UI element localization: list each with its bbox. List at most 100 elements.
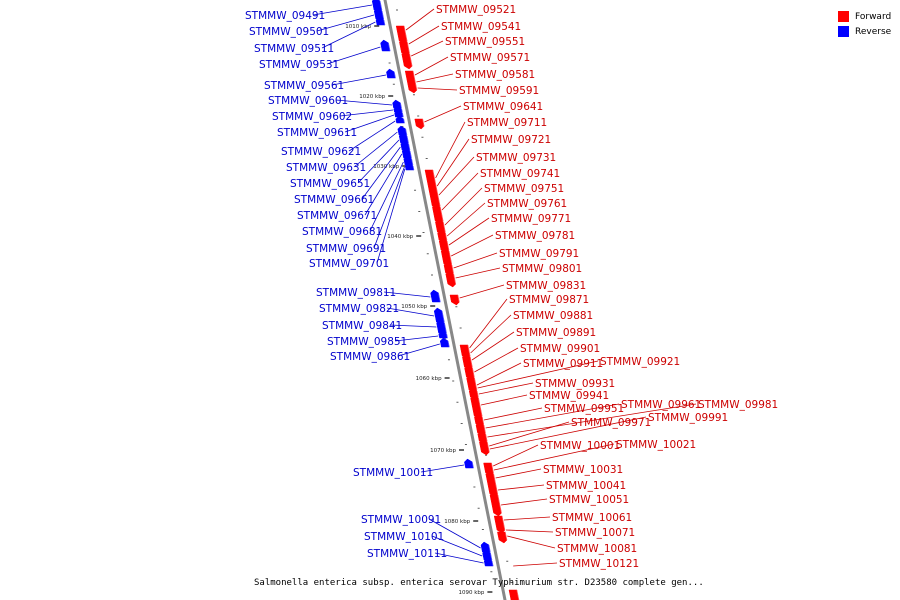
label-leader-line: [477, 360, 599, 389]
gene-label[interactable]: STMMW_09821: [319, 303, 399, 315]
gene-label[interactable]: STMMW_10091: [361, 514, 441, 526]
gene-label[interactable]: STMMW_09931: [535, 378, 615, 390]
gene-label[interactable]: STMMW_09551: [445, 36, 525, 48]
gene-label[interactable]: STMMW_09861: [330, 351, 410, 363]
gene-label[interactable]: STMMW_09621: [281, 146, 361, 158]
gene-label[interactable]: STMMW_09501: [249, 26, 329, 38]
gene-label[interactable]: STMMW_09901: [520, 343, 600, 355]
gene-label[interactable]: STMMW_09831: [506, 280, 586, 292]
gene-label[interactable]: STMMW_09691: [306, 243, 386, 255]
label-leader-line: [478, 382, 534, 395]
gene-label[interactable]: STMMW_10071: [555, 527, 635, 539]
gene-highlight: [490, 552, 493, 561]
reverse-gene[interactable]: [464, 458, 474, 469]
gene-label[interactable]: STMMW_09602: [272, 111, 352, 123]
gene-label[interactable]: STMMW_09541: [441, 21, 521, 33]
gene-label[interactable]: STMMW_10051: [549, 494, 629, 506]
gene-label[interactable]: STMMW_09491: [245, 10, 325, 22]
gene-label[interactable]: STMMW_09921: [600, 356, 680, 368]
gene-label[interactable]: STMMW_09681: [302, 226, 382, 238]
gene-label[interactable]: STMMW_09911: [523, 358, 603, 370]
gene-label[interactable]: STMMW_09961: [621, 399, 701, 411]
gene-label[interactable]: STMMW_09881: [513, 310, 593, 322]
gene-label[interactable]: STMMW_10111: [367, 548, 447, 560]
gene-label[interactable]: STMMW_10011: [353, 467, 433, 479]
reverse-gene[interactable]: [386, 68, 396, 79]
gene-label[interactable]: STMMW_10061: [552, 512, 632, 524]
forward-gene[interactable]: [479, 441, 490, 456]
gene-label[interactable]: STMMW_09801: [502, 263, 582, 275]
gene-label[interactable]: STMMW_09941: [529, 390, 609, 402]
forward-gene[interactable]: [440, 250, 453, 268]
gene-label[interactable]: STMMW_10081: [557, 543, 637, 555]
gene-label[interactable]: STMMW_09591: [459, 85, 539, 97]
gene-label[interactable]: STMMW_09771: [491, 213, 571, 225]
label-leader-line: [383, 291, 431, 298]
gene-label[interactable]: STMMW_09981: [698, 399, 778, 411]
gene-label[interactable]: STMMW_09671: [297, 210, 377, 222]
gene-label[interactable]: STMMW_09631: [286, 162, 366, 174]
gene-label[interactable]: STMMW_09561: [264, 80, 344, 92]
gene-label[interactable]: STMMW_09761: [487, 198, 567, 210]
gene-label[interactable]: STMMW_09741: [480, 168, 560, 180]
gene-label[interactable]: STMMW_09841: [322, 320, 402, 332]
gene-label[interactable]: STMMW_09721: [471, 134, 551, 146]
reverse-gene[interactable]: [375, 16, 386, 26]
gene-label[interactable]: STMMW_09701: [309, 258, 389, 270]
gene-label[interactable]: STMMW_09511: [254, 43, 334, 55]
gene-label[interactable]: STMMW_09891: [516, 327, 596, 339]
gene-label[interactable]: STMMW_10041: [546, 480, 626, 492]
forward-gene[interactable]: [424, 169, 441, 210]
gene-label[interactable]: STMMW_10101: [364, 531, 444, 543]
gene-label[interactable]: STMMW_09661: [294, 194, 374, 206]
gene-label[interactable]: STMMW_09951: [544, 403, 624, 415]
forward-gene[interactable]: [404, 70, 418, 94]
gene-label[interactable]: STMMW_10121: [559, 558, 639, 570]
forward-gene[interactable]: [449, 294, 460, 306]
gene-highlight: [409, 150, 413, 159]
forward-gene[interactable]: [489, 494, 502, 517]
gene-label[interactable]: STMMW_09531: [259, 59, 339, 71]
gene-label[interactable]: STMMW_09601: [268, 95, 348, 107]
gene-highlight: [471, 461, 475, 469]
gene-label[interactable]: STMMW_09811: [316, 287, 396, 299]
reverse-gene[interactable]: [395, 115, 405, 124]
gene-label[interactable]: STMMW_09651: [290, 178, 370, 190]
forward-gene[interactable]: [508, 589, 520, 600]
gene-label[interactable]: STMMW_09751: [484, 183, 564, 195]
gene-label[interactable]: STMMW_09611: [277, 127, 357, 139]
forward-gene[interactable]: [414, 118, 425, 130]
gene-label[interactable]: STMMW_09791: [499, 248, 579, 260]
gene-label[interactable]: STMMW_09711: [467, 117, 547, 129]
reverse-gene[interactable]: [430, 289, 441, 303]
forward-gene[interactable]: [497, 531, 508, 544]
forward-gene[interactable]: [432, 206, 444, 225]
gene-label[interactable]: STMMW_09571: [450, 52, 530, 64]
gene-label[interactable]: STMMW_10031: [543, 464, 623, 476]
reverse-gene[interactable]: [380, 39, 391, 52]
gene-label[interactable]: STMMW_09641: [463, 101, 543, 113]
gene-label[interactable]: STMMW_10001: [540, 440, 620, 452]
forward-gene[interactable]: [493, 515, 506, 534]
gene-label[interactable]: STMMW_09971: [571, 417, 651, 429]
gene-label[interactable]: STMMW_09871: [509, 294, 589, 306]
reverse-gene[interactable]: [439, 337, 450, 348]
gene-label[interactable]: STMMW_09731: [476, 152, 556, 164]
gene-label[interactable]: STMMW_09991: [648, 412, 728, 424]
gene-label[interactable]: STMMW_10021: [616, 439, 696, 451]
gene-highlight: [383, 19, 386, 26]
gene-highlight: [393, 71, 397, 79]
gene-label[interactable]: STMMW_09851: [327, 336, 407, 348]
gene-label[interactable]: STMMW_09521: [436, 4, 516, 16]
gene-highlight: [444, 322, 448, 334]
gene-label[interactable]: STMMW_09581: [455, 69, 535, 81]
reverse-gene[interactable]: [404, 162, 415, 171]
gene-label[interactable]: STMMW_09781: [495, 230, 575, 242]
forward-gene[interactable]: [445, 273, 457, 288]
reverse-gene[interactable]: [483, 557, 494, 567]
gene-highlight: [447, 340, 450, 348]
forward-gene[interactable]: [401, 53, 413, 70]
genome-caption: Salmonella enterica subsp. enterica sero…: [254, 578, 704, 588]
gene-highlight: [446, 333, 449, 339]
label-leader-line: [331, 74, 387, 86]
